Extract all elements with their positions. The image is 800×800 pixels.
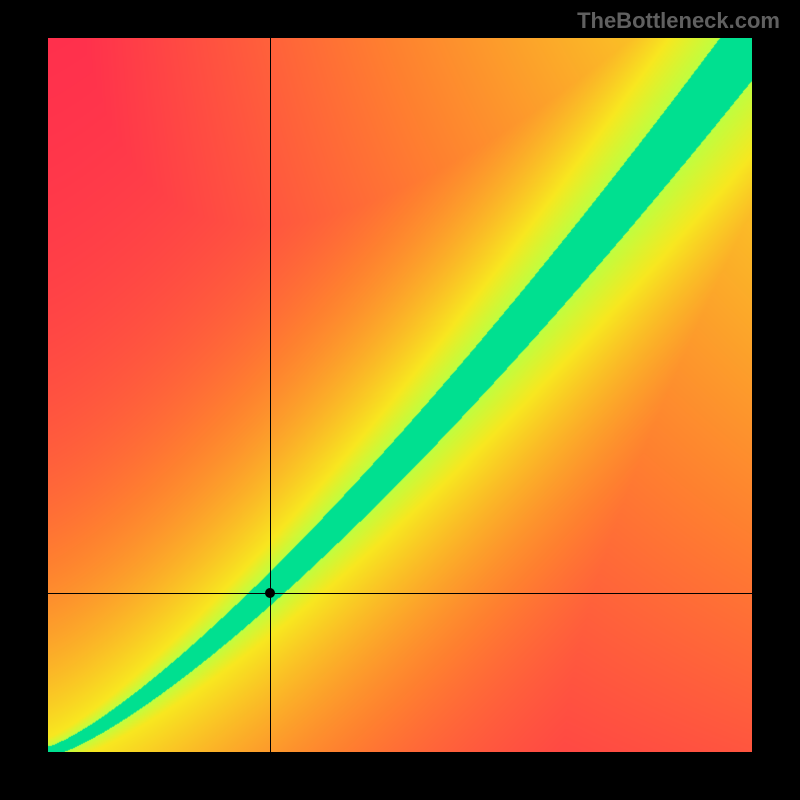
selected-point-marker — [265, 588, 275, 598]
heatmap-plot — [48, 38, 752, 752]
watermark-text: TheBottleneck.com — [577, 8, 780, 34]
crosshair-vertical — [270, 38, 271, 752]
heatmap-canvas — [48, 38, 752, 752]
crosshair-horizontal — [48, 593, 752, 594]
